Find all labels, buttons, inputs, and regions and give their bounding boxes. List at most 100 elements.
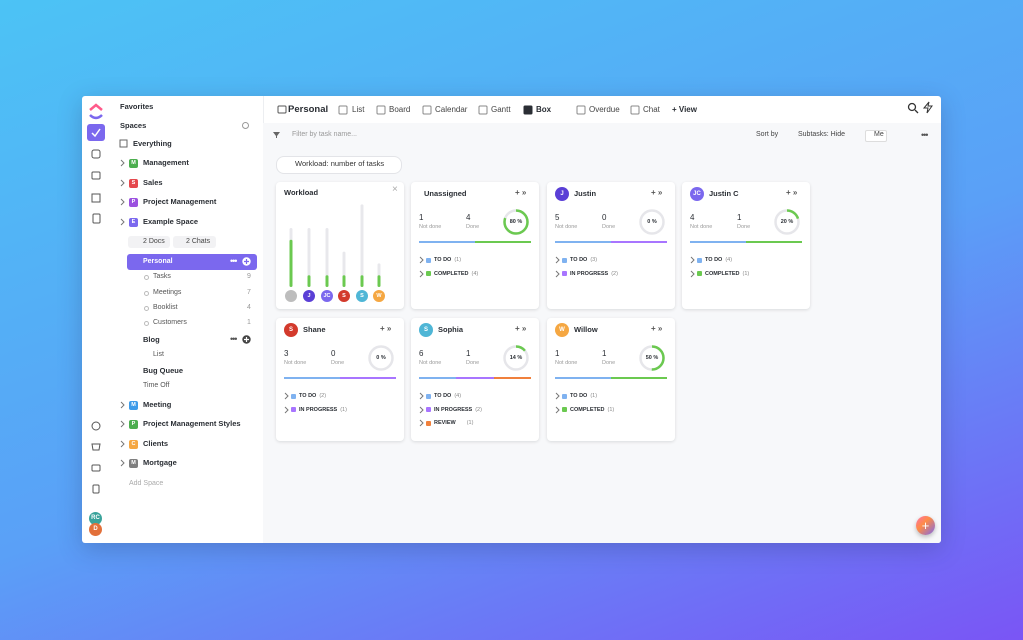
add-view[interactable]: + View xyxy=(672,105,697,114)
avatar: M xyxy=(129,458,138,468)
status-count: (1) xyxy=(454,257,462,263)
space-item[interactable]: Management xyxy=(143,158,189,167)
list-item[interactable]: Customers xyxy=(153,319,187,326)
filter-input[interactable]: Filter by task name... xyxy=(292,131,357,138)
status-name[interactable]: REVIEW xyxy=(434,420,456,426)
view-tab[interactable]: Calendar xyxy=(435,105,468,114)
list-item[interactable]: List xyxy=(153,351,164,358)
status-name[interactable]: COMPLETED xyxy=(705,270,740,277)
space-item[interactable]: Meeting xyxy=(143,400,172,409)
view-icon xyxy=(422,105,432,115)
list-count: 7 xyxy=(247,289,251,296)
person-card xyxy=(547,318,675,441)
caret-shape xyxy=(555,406,560,413)
status-bar-segment xyxy=(419,377,457,379)
status-name[interactable]: COMPLETED xyxy=(434,270,469,277)
ring-label: 0 % xyxy=(376,355,386,361)
list-item[interactable]: Time Off xyxy=(143,382,170,389)
status-name[interactable]: COMPLETED xyxy=(570,406,605,413)
list-item[interactable]: Meetings xyxy=(153,289,182,296)
status-name[interactable]: TO DO xyxy=(434,257,452,263)
not-done-count: 5 xyxy=(555,213,560,222)
everything-item[interactable]: Everything xyxy=(133,139,172,148)
me-chip[interactable] xyxy=(865,130,887,142)
status-name[interactable]: TO DO xyxy=(299,393,317,399)
folder-more[interactable]: ••• xyxy=(230,256,237,266)
view-tab[interactable]: Chat xyxy=(643,105,660,114)
subtasks-button[interactable]: Subtasks: Hide xyxy=(798,131,846,138)
avatar: P xyxy=(129,419,138,429)
spaces-icon[interactable] xyxy=(91,193,101,203)
view-tab[interactable]: Box xyxy=(536,105,552,114)
pulse-icon[interactable] xyxy=(92,484,100,494)
caret-shape xyxy=(555,392,560,400)
check xyxy=(91,128,101,138)
caret xyxy=(120,159,125,167)
status-name[interactable]: TO DO xyxy=(705,257,723,263)
status-count: (4) xyxy=(454,393,462,399)
done-label: Done xyxy=(737,224,751,230)
view-tab[interactable]: List xyxy=(352,105,365,114)
view-tab[interactable]: Overdue xyxy=(589,105,620,114)
inbox-icon[interactable] xyxy=(91,171,101,180)
folder-item[interactable]: Blog xyxy=(143,335,160,344)
folder-highlight[interactable] xyxy=(127,254,257,270)
status-name[interactable]: IN PROGRESS xyxy=(570,270,609,277)
status-count: (2) xyxy=(475,406,482,413)
workload-select[interactable] xyxy=(276,156,402,174)
list-item[interactable]: Booklist xyxy=(153,304,178,311)
space-item[interactable]: Clients xyxy=(143,439,169,448)
sidebar xyxy=(110,96,264,543)
folder-more[interactable]: ••• xyxy=(230,334,237,344)
add-space[interactable]: Add Space xyxy=(129,480,164,487)
sort-button[interactable]: Sort by xyxy=(756,131,779,138)
status-count: (2) xyxy=(319,393,327,399)
avatar: E xyxy=(129,217,138,227)
status-name[interactable]: TO DO xyxy=(570,257,588,263)
view-tab[interactable]: Gantt xyxy=(491,105,511,114)
card-actions: + » xyxy=(651,188,663,197)
list-item[interactable]: Tasks xyxy=(153,273,171,280)
status-count: (3) xyxy=(590,257,598,263)
toolbar-title[interactable]: Personal xyxy=(288,104,329,115)
list-dot xyxy=(144,321,149,326)
workload-track xyxy=(307,228,311,287)
space-item[interactable]: Project Management xyxy=(143,197,217,206)
status-name[interactable]: TO DO xyxy=(570,393,588,399)
bolt-icon xyxy=(922,101,933,114)
view-icon xyxy=(576,105,586,115)
status-swatch xyxy=(562,393,567,399)
chats-chip[interactable] xyxy=(173,236,216,248)
docs-icon[interactable] xyxy=(92,213,101,224)
card-actions: + » xyxy=(515,188,527,197)
more-button[interactable]: ••• xyxy=(921,130,928,140)
help-icon[interactable] xyxy=(91,421,101,431)
not-done-count: 4 xyxy=(690,213,695,222)
bolt xyxy=(922,101,933,114)
space-item[interactable]: Mortgage xyxy=(143,458,177,467)
status-name[interactable]: IN PROGRESS xyxy=(434,406,473,413)
space-item[interactable]: Example Space xyxy=(143,217,199,226)
status-name[interactable]: TO DO xyxy=(434,393,452,399)
view-tab[interactable]: Board xyxy=(389,105,411,114)
list-item[interactable]: Bug Queue xyxy=(143,366,184,375)
goals-icon[interactable] xyxy=(91,443,101,451)
portfolio-icon[interactable] xyxy=(91,464,101,472)
status-swatch xyxy=(426,420,431,426)
folder-add xyxy=(242,257,251,266)
docs-chip[interactable] xyxy=(128,236,170,248)
workload-fill xyxy=(377,275,381,287)
avatar: J xyxy=(303,290,315,302)
notif-icon[interactable] xyxy=(91,149,101,159)
status-name[interactable]: IN PROGRESS xyxy=(299,406,338,413)
favorites-heading: Favorites xyxy=(120,102,154,111)
space-item[interactable]: Sales xyxy=(143,178,163,187)
space-item[interactable]: Project Management Styles xyxy=(143,419,241,428)
folder-add xyxy=(242,335,251,344)
avatar: W xyxy=(373,290,385,302)
home-icon[interactable] xyxy=(87,124,105,141)
avatar xyxy=(285,290,297,302)
fab[interactable]: + xyxy=(916,516,935,535)
status-swatch xyxy=(562,407,567,412)
done-count: 1 xyxy=(466,349,471,358)
